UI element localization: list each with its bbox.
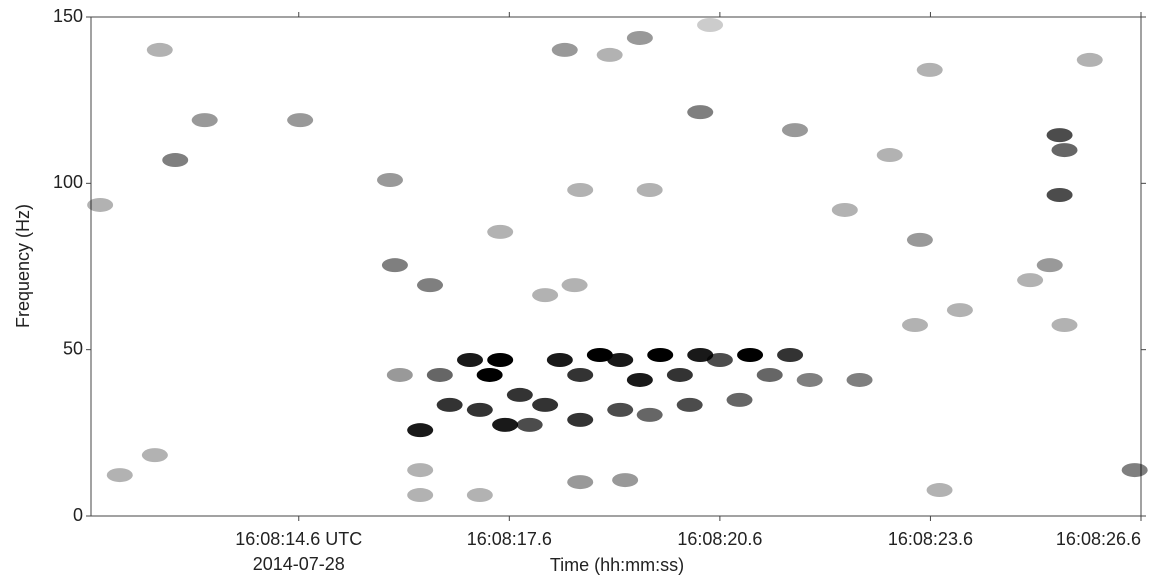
y-tick-label: 150 [53, 6, 83, 26]
intensity-cell [706, 352, 733, 367]
intensity-cell [831, 202, 858, 217]
intensity-cell [567, 412, 594, 427]
intensity-cell [516, 417, 543, 432]
intensity-cell [407, 423, 434, 438]
intensity-cell [476, 367, 503, 382]
x-tick-label: 16:08:23.6 [888, 529, 973, 549]
intensity-cell [532, 397, 559, 412]
intensity-cell [1046, 128, 1073, 143]
intensity-cell [596, 47, 623, 62]
intensity-cell [87, 197, 114, 212]
intensity-cell [796, 372, 823, 387]
intensity-cell [567, 367, 594, 382]
intensity-cell [1076, 52, 1103, 67]
intensity-cell [546, 352, 573, 367]
x-tick-label: 16:08:26.6 [1056, 529, 1141, 549]
intensity-cell [687, 105, 714, 120]
intensity-cell [376, 173, 403, 188]
x-tick-label: 16:08:17.6 [467, 529, 552, 549]
intensity-cell [676, 397, 703, 412]
x-axis-label: Time (hh:mm:ss) [550, 555, 684, 575]
intensity-cell [487, 224, 514, 239]
intensity-cell [492, 417, 519, 432]
intensity-cell [551, 42, 578, 57]
intensity-cell [607, 402, 634, 417]
plot-frame [90, 16, 1142, 517]
intensity-cell [567, 475, 594, 490]
intensity-cell [1051, 318, 1078, 333]
intensity-cell [532, 288, 559, 303]
intensity-cell [901, 318, 928, 333]
intensity-cell [697, 17, 724, 32]
y-axis-label: Frequency (Hz) [13, 204, 33, 328]
intensity-cell [561, 278, 588, 293]
intensity-cell [1051, 143, 1078, 158]
intensity-cell [1046, 187, 1073, 202]
intensity-cell [407, 463, 434, 478]
intensity-cell [506, 387, 533, 402]
intensity-cell [756, 367, 783, 382]
intensity-cell [737, 347, 764, 362]
intensity-cell [636, 182, 663, 197]
intensity-cell [926, 483, 953, 498]
intensity-cell [1017, 273, 1044, 288]
intensity-cell [626, 372, 653, 387]
intensity-cell [466, 402, 493, 417]
intensity-cell [141, 448, 168, 463]
y-tick-label: 100 [53, 172, 83, 192]
intensity-cell [612, 473, 639, 488]
intensity-cell [586, 347, 613, 362]
intensity-cell [417, 278, 444, 293]
intensity-cell [846, 372, 873, 387]
intensity-cell [647, 347, 674, 362]
intensity-cell [106, 468, 133, 483]
x-tick-label: 16:08:14.6 UTC [235, 529, 362, 549]
intensity-cell [626, 30, 653, 45]
date-label: 2014-07-28 [253, 554, 345, 574]
intensity-cell [466, 488, 493, 503]
intensity-cell [436, 397, 463, 412]
intensity-cell [487, 352, 514, 367]
y-tick-label: 0 [73, 505, 83, 525]
intensity-cell [777, 347, 804, 362]
intensity-cell [567, 182, 594, 197]
intensity-cell [1121, 463, 1148, 478]
marks [87, 17, 1148, 503]
intensity-cell [946, 303, 973, 318]
intensity-cell [426, 367, 453, 382]
intensity-cell [287, 113, 314, 128]
intensity-cell [191, 113, 218, 128]
intensity-cell [906, 232, 933, 247]
intensity-cell [381, 258, 408, 273]
intensity-cell [1036, 258, 1063, 273]
x-tick-label: 16:08:20.6 [677, 529, 762, 549]
intensity-cell [407, 488, 434, 503]
intensity-cell [386, 367, 413, 382]
intensity-cell [726, 392, 753, 407]
intensity-cell [607, 352, 634, 367]
intensity-cell [666, 367, 693, 382]
intensity-cell [162, 153, 189, 168]
intensity-cell [916, 62, 943, 77]
y-tick-label: 50 [63, 338, 83, 358]
intensity-cell [636, 407, 663, 422]
intensity-cell [687, 347, 714, 362]
intensity-cell [146, 42, 173, 57]
intensity-cell [781, 123, 808, 138]
intensity-cell [457, 352, 484, 367]
intensity-cell [876, 148, 903, 163]
